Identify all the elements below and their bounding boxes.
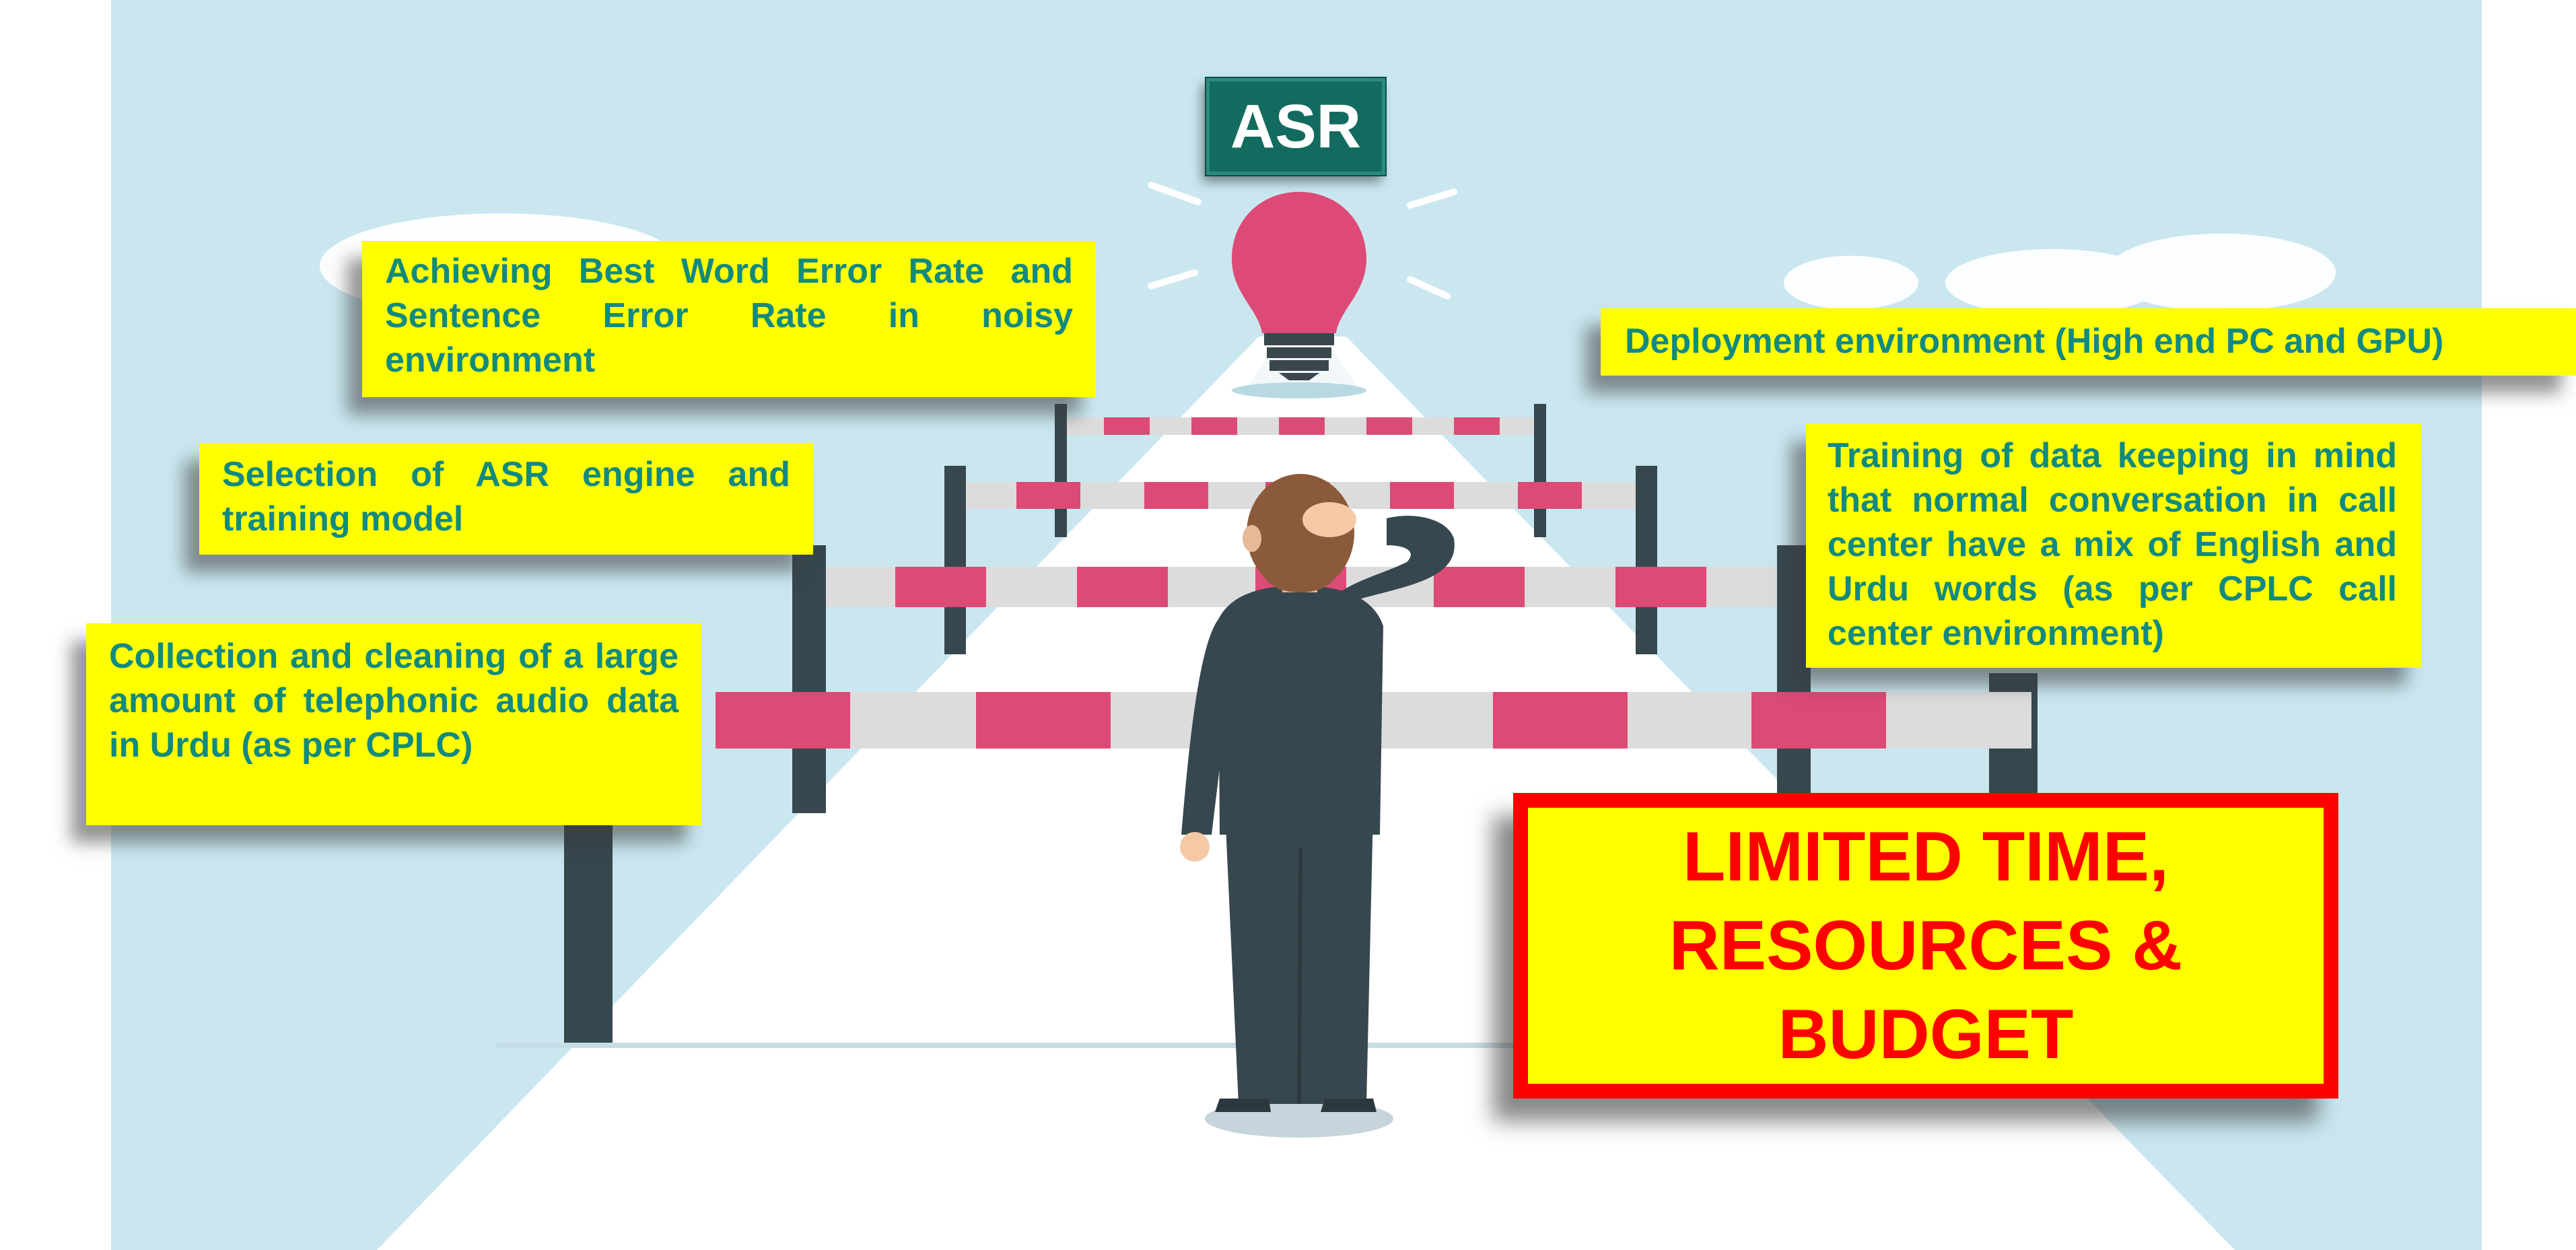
callout-achieving-best-error-rate: Achieving Best Word Error Rate and Sente… xyxy=(362,241,1096,397)
warning-text: LIMITED TIME, RESOURCES & BUDGET xyxy=(1669,818,2183,1074)
asr-badge: ASR xyxy=(1206,78,1385,175)
callout-selection-asr-engine: Selection of ASR engine and training mod… xyxy=(199,443,813,555)
callout-training-data: Training of data keeping in mind that no… xyxy=(1806,424,2421,668)
callout-deployment-environment: Deployment environment (High end PC and … xyxy=(1601,308,2576,376)
warning-box: LIMITED TIME, RESOURCES & BUDGET xyxy=(1513,793,2338,1099)
barrier-icon-4 xyxy=(1055,404,1546,537)
light-rays xyxy=(1148,182,1457,300)
person-figure xyxy=(1180,474,1455,1138)
lightbulb-icon xyxy=(1232,192,1366,398)
callout-data-collection: Collection and cleaning of a large amoun… xyxy=(86,623,701,825)
